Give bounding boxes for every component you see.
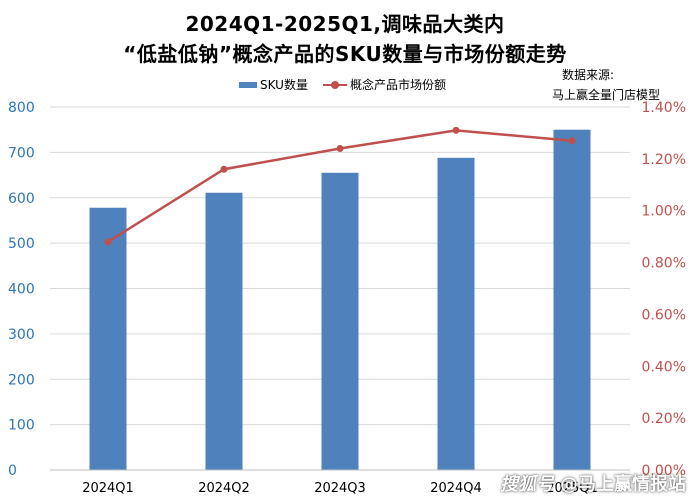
legend-label-sku: SKU数量	[260, 78, 308, 92]
y-left-tick-label: 500	[8, 236, 35, 252]
y-left-tick-label: 700	[8, 145, 35, 161]
watermark-account: @马上赢情报站	[560, 474, 686, 495]
bar	[89, 207, 127, 471]
y-right-tick-label: 0.80%	[642, 256, 686, 272]
source-label: 数据来源:	[562, 68, 615, 82]
y-right-tick-label: 0.60%	[642, 307, 686, 323]
y-left-tick-label: 100	[8, 418, 35, 434]
bar	[205, 192, 243, 471]
line-point	[336, 144, 344, 152]
x-tick-label: 2024Q3	[314, 481, 366, 496]
y-axis-right: 0.00% 0.20% 0.40% 0.60% 0.80% 1.00% 1.20% 1.40%	[642, 100, 686, 479]
x-tick-label: 2024Q2	[198, 481, 250, 496]
line-series-share	[104, 126, 576, 246]
y-left-tick-label: 300	[8, 327, 35, 343]
y-left-tick-label: 800	[8, 100, 35, 116]
chart-title-line-2: “低盐低钠”概念产品的SKU数量与市场份额走势	[123, 42, 567, 66]
y-left-tick-label: 400	[8, 282, 35, 298]
legend-swatch-share-marker	[331, 81, 339, 89]
y-right-tick-label: 0.00%	[642, 463, 686, 479]
line-point	[568, 137, 576, 145]
y-left-tick-label: 0	[8, 463, 17, 479]
bar-series-sku	[89, 129, 591, 471]
x-tick-label: 2024Q1	[82, 481, 134, 496]
y-right-tick-label: 0.40%	[642, 359, 686, 375]
y-left-tick-label: 600	[8, 191, 35, 207]
chart-title-line-1: 2024Q1-2025Q1,调味品大类内	[185, 12, 505, 36]
y-right-tick-label: 1.40%	[642, 100, 686, 116]
line-point	[452, 126, 460, 134]
y-right-tick-label: 1.20%	[642, 152, 686, 168]
x-axis: 2024Q1 2024Q2 2024Q3 2024Q4 2025Q1	[50, 469, 630, 496]
bar	[321, 172, 359, 470]
x-tick-label: 2024Q4	[430, 481, 482, 496]
legend-label-share: 概念产品市场份额	[350, 78, 447, 92]
y-right-tick-label: 1.00%	[642, 204, 686, 220]
legend-swatch-sku	[239, 82, 257, 88]
line-point	[220, 165, 228, 173]
watermark-logo: 搜狐号	[500, 474, 554, 495]
bar	[553, 129, 591, 470]
y-right-tick-label: 0.20%	[642, 411, 686, 427]
y-axis-left: 0 100 200 300 400 500 600 700 800	[8, 100, 35, 479]
x-tick-label: 2025Q1	[546, 481, 598, 496]
source-text: 马上赢全量门店模型	[552, 88, 661, 102]
y-left-tick-label: 200	[8, 372, 35, 388]
line-point	[104, 238, 112, 246]
bar	[437, 157, 475, 470]
